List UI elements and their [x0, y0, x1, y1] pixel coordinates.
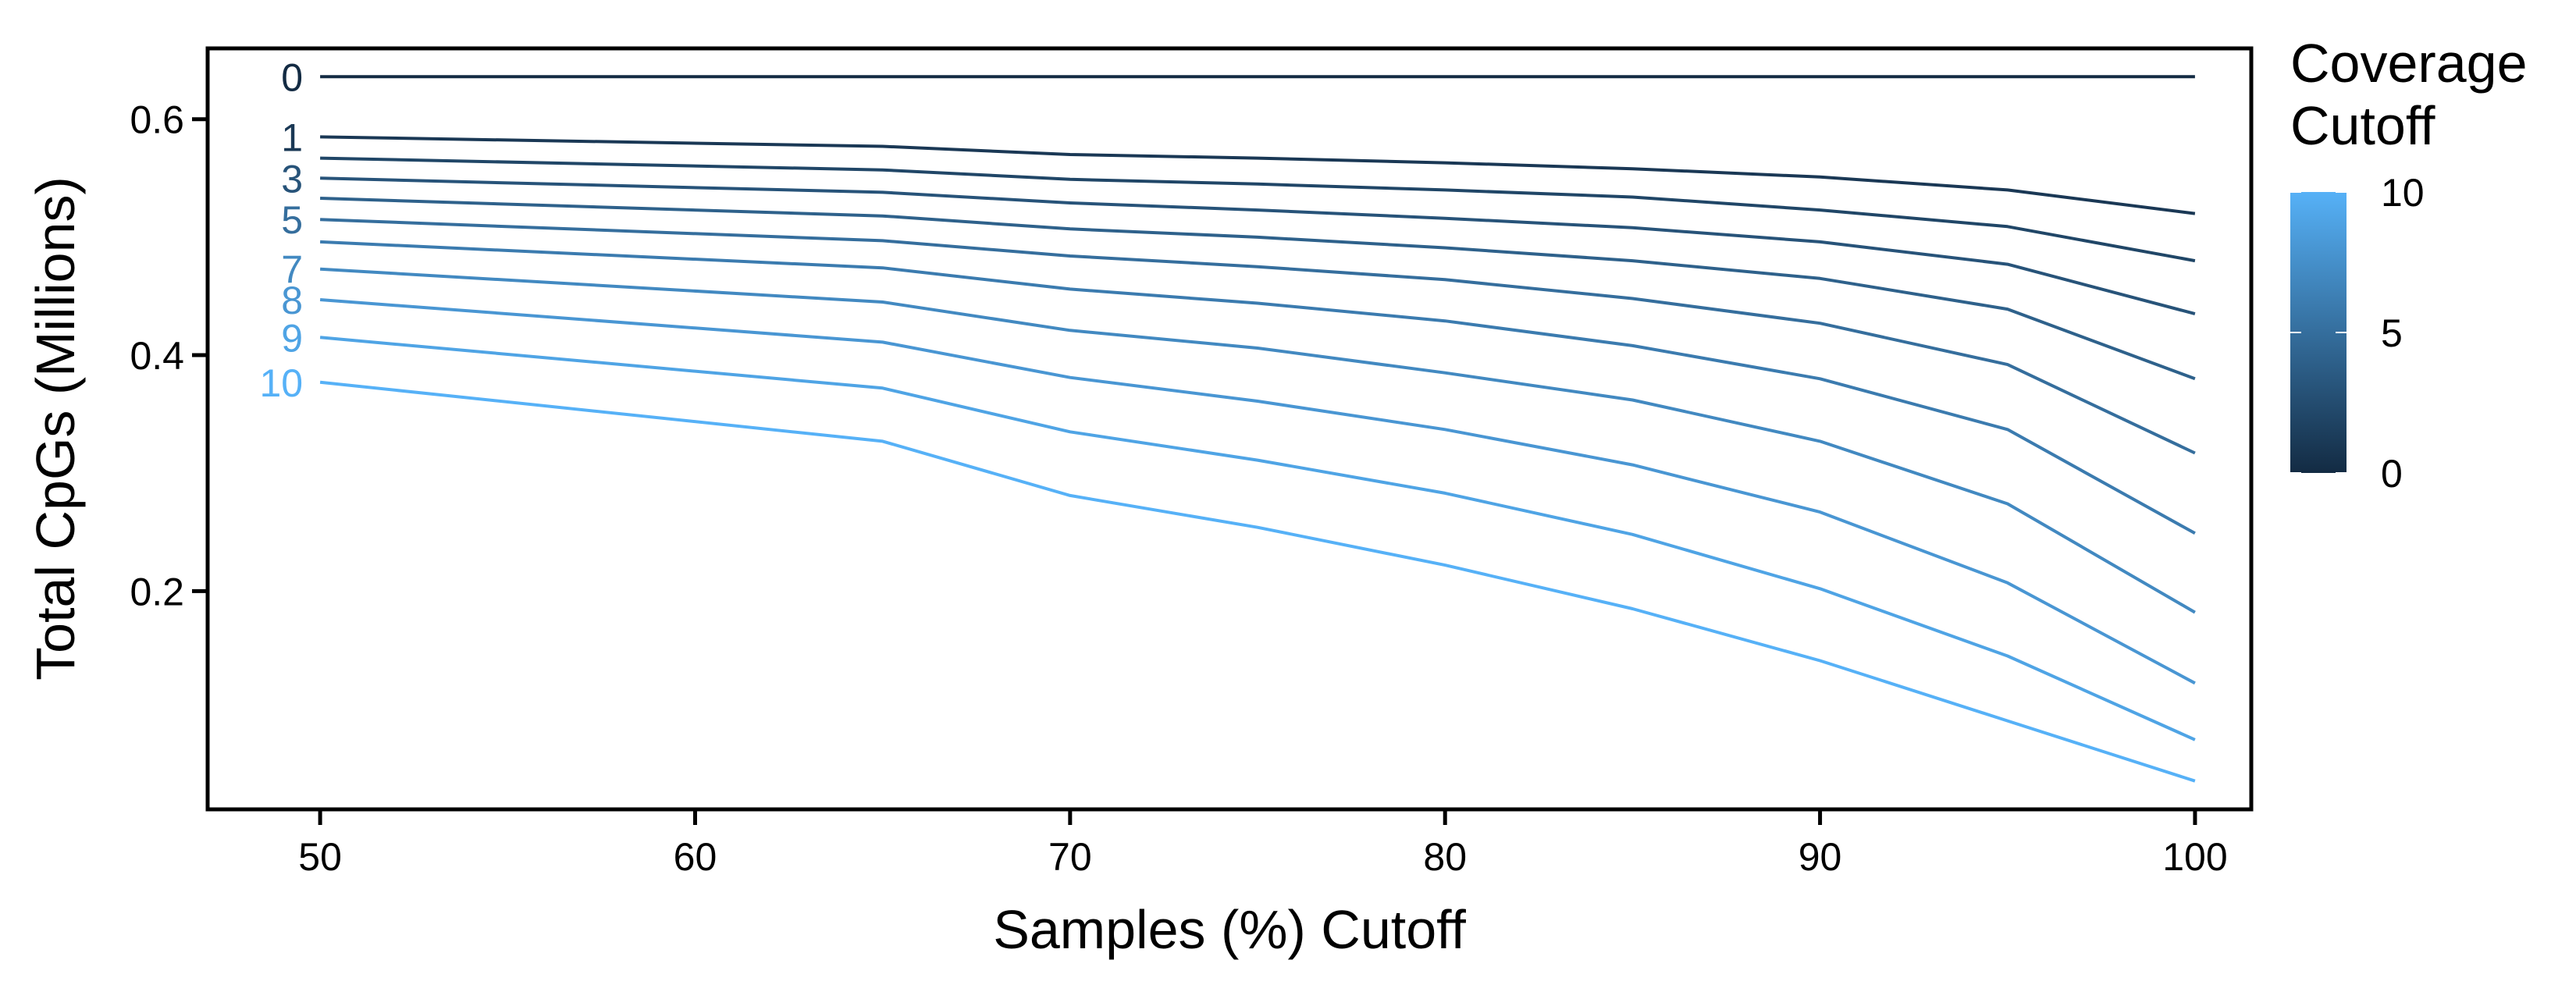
y-tick-label: 0.6 — [130, 98, 184, 142]
series-line-7 — [319, 267, 2196, 614]
x-tick-label: 50 — [298, 835, 342, 879]
series-label-10: 10 — [259, 361, 303, 405]
legend: Coverage Cutoff 0 5 10 — [2290, 33, 2528, 496]
series-label-8: 8 — [281, 279, 303, 322]
series-label-9: 9 — [281, 316, 303, 360]
x-tick-label: 90 — [1799, 835, 1842, 879]
series-label-3: 3 — [281, 157, 303, 201]
colorbar-tick-label: 0 — [2381, 452, 2403, 496]
series-line-6 — [320, 240, 2196, 535]
y-tick-label: 0.4 — [130, 334, 184, 378]
legend-title-line-2: Cutoff — [2290, 95, 2435, 156]
plot-panel-border — [205, 46, 2254, 812]
x-tick-label: 100 — [2162, 835, 2227, 879]
series-line-2 — [320, 156, 2196, 263]
x-axis-title: Samples (%) Cutoff — [993, 899, 1466, 960]
y-axis-title: Total CpGs (Millions) — [25, 176, 86, 681]
series-label-1: 1 — [281, 116, 303, 159]
legend-title-line-1: Coverage — [2290, 33, 2528, 94]
series-line-4 — [320, 197, 2196, 381]
series-label-5: 5 — [281, 198, 303, 242]
series-line-8 — [319, 298, 2196, 685]
series-line-9 — [319, 336, 2196, 741]
colorbar-tick-label: 5 — [2381, 311, 2403, 355]
series-label-7: 7 — [281, 248, 303, 292]
series-line-10 — [319, 380, 2196, 783]
axes: 50 60 70 80 90 100 0.2 0.4 0.6 — [130, 98, 2227, 879]
colorbar-tick-label: 10 — [2381, 171, 2425, 215]
series-line-5 — [320, 218, 2196, 455]
series-line-3 — [320, 176, 2196, 316]
x-tick-label: 60 — [674, 835, 717, 879]
x-tick-label: 70 — [1048, 835, 1092, 879]
x-tick-label: 80 — [1423, 835, 1467, 879]
y-tick-label: 0.2 — [130, 570, 184, 613]
series-line-1 — [320, 135, 2196, 215]
series-label-0: 0 — [281, 55, 303, 99]
